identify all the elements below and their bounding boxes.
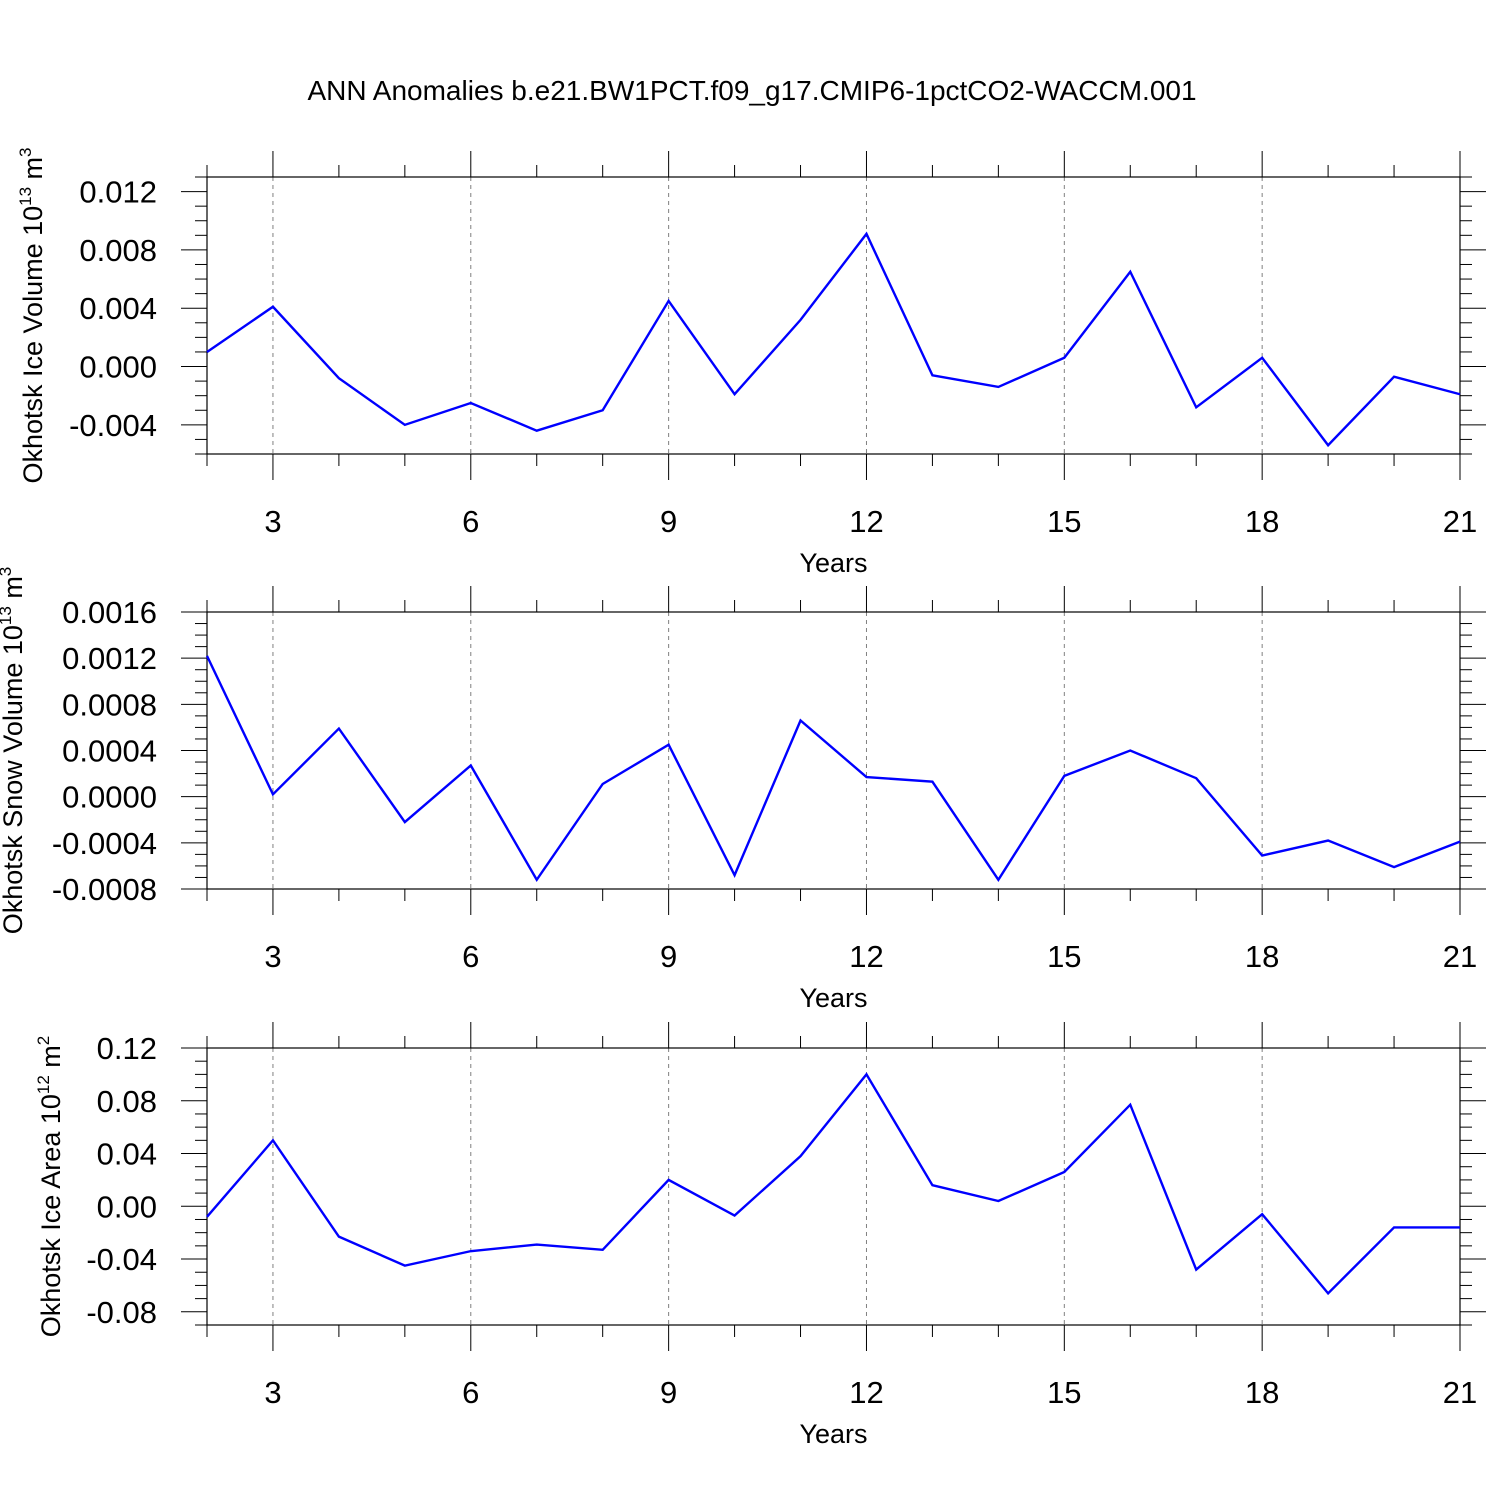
y-axis-label-part: m [18,157,48,187]
series-line [205,655,1461,883]
y-axis-label: Okhotsk Ice Volume 1013 m3 [16,147,48,483]
x-tick-label: 12 [849,939,883,974]
x-tick-label: 12 [849,1375,883,1410]
x-tick-label: 21 [1443,504,1477,539]
y-tick-label: 0.08 [97,1084,157,1119]
y-tick-label: -0.04 [86,1242,157,1277]
x-tick-label: 12 [849,504,883,539]
figure-title: ANN Anomalies b.e21.BW1PCT.f09_g17.CMIP6… [307,75,1196,106]
x-tick-label: 6 [462,504,479,539]
y-tick-label: 0.0000 [62,780,157,815]
y-tick-label: 0.04 [97,1137,157,1172]
y-axis-label-superscript: 3 [0,567,15,576]
x-tick-label: 21 [1443,1375,1477,1410]
y-tick-label: -0.004 [69,408,157,443]
panel-3: 3 6 9 12 15 18 21 -0.08 -0.04 0.00 0.04 0.08 0.12 Yea… [34,1022,1486,1449]
y-tick-label: 0.12 [97,1031,157,1066]
plot-frame [206,611,1461,890]
x-axis-label: Years [799,1419,867,1449]
panel-1: 3 6 9 12 15 18 21 -0.004 0.000 0.004 0.008 0.012 Yea… [16,147,1486,578]
x-tick-label: 18 [1245,504,1279,539]
plot-frame [206,176,1461,455]
x-tick-label: 9 [660,504,677,539]
y-tick-label: 0.0004 [62,734,157,769]
x-tick-label: 3 [264,1375,281,1410]
y-tick-label: -0.0004 [52,826,157,861]
x-axis-label: Years [799,548,867,578]
y-axis-label-part: Okhotsk Ice Volume 10 [18,206,48,484]
y-axis-label-part: Okhotsk Ice Area 10 [36,1094,66,1337]
y-tick-label: -0.08 [86,1295,157,1330]
x-tick-label: 9 [660,939,677,974]
series-line [206,1072,1460,1296]
y-tick-label: 0.0008 [62,687,157,722]
y-axis-label-superscript: 3 [16,147,35,156]
y-tick-label: -0.0008 [52,872,157,907]
x-axis-label: Years [799,983,867,1013]
y-tick-label: 0.004 [79,291,157,326]
y-tick-label: 0.0016 [62,595,157,630]
x-tick-label: 21 [1443,939,1477,974]
x-tick-label: 18 [1245,1375,1279,1410]
y-tick-label: 0.008 [79,233,157,268]
x-tick-label: 6 [462,1375,479,1410]
y-axis-label-part: Okhotsk Snow Volume 10 [0,625,28,934]
plot-frame [206,1047,1461,1326]
y-tick-label: 0.012 [79,175,157,210]
y-axis-label: Okhotsk Snow Volume 1013 m3 [0,567,28,935]
y-axis-label-part: m [36,1045,66,1075]
y-axis-label: Okhotsk Ice Area 1012 m2 [34,1036,66,1338]
y-axis-label-part: m [0,576,28,606]
y-tick-label: 0.0012 [62,641,157,676]
x-tick-label: 3 [264,939,281,974]
series-line [206,231,1461,448]
x-tick-label: 6 [462,939,479,974]
x-tick-label: 15 [1047,1375,1081,1410]
x-tick-label: 18 [1245,939,1279,974]
x-tick-label: 15 [1047,504,1081,539]
x-tick-label: 9 [660,1375,677,1410]
x-tick-label: 15 [1047,939,1081,974]
y-axis-label-superscript: 13 [16,187,35,206]
y-axis-label-superscript: 13 [0,606,15,625]
y-tick-label: 0.00 [97,1189,157,1224]
x-tick-label: 3 [264,504,281,539]
y-tick-label: 0.000 [79,350,157,385]
panel-2: 3 6 9 12 15 18 21 -0.0008 -0.0004 0.0000 0.0004 0.0… [0,567,1486,1013]
y-axis-label-superscript: 12 [34,1075,53,1094]
y-axis-label-superscript: 2 [34,1036,53,1045]
